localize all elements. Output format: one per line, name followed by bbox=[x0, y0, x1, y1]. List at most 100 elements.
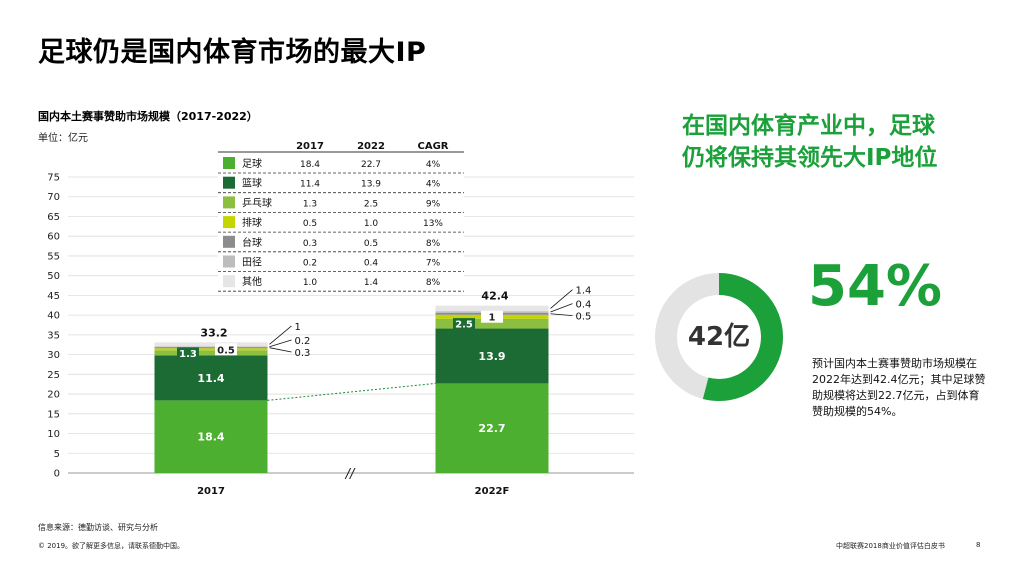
callout-line bbox=[269, 339, 292, 348]
legend-value: 8% bbox=[426, 278, 441, 288]
bar-segment bbox=[435, 305, 549, 312]
legend-header: CAGR bbox=[418, 141, 449, 152]
y-tick-label: 45 bbox=[47, 291, 60, 302]
legend-header: 2017 bbox=[296, 141, 324, 152]
legend-swatch bbox=[223, 157, 235, 169]
legend-swatch bbox=[223, 255, 235, 268]
legend-series-name: 足球 bbox=[242, 157, 262, 170]
legend-value: 13% bbox=[423, 219, 443, 229]
callout-label: 1 bbox=[295, 322, 301, 333]
legend-series-name: 排球 bbox=[242, 216, 262, 229]
legend-value: 0.5 bbox=[303, 219, 317, 229]
data-label: 1.3 bbox=[179, 349, 197, 360]
data-label: 18.4 bbox=[197, 431, 224, 444]
legend-value: 0.3 bbox=[303, 239, 317, 249]
y-tick-label: 0 bbox=[54, 469, 60, 480]
legend-value: 13.9 bbox=[361, 180, 381, 190]
y-tick-label: 70 bbox=[47, 192, 60, 203]
total-label: 42.4 bbox=[481, 290, 508, 303]
bar-segment bbox=[154, 346, 268, 348]
legend-value: 1.0 bbox=[364, 219, 379, 229]
trend-line bbox=[267, 382, 436, 401]
legend-value: 18.4 bbox=[300, 160, 320, 170]
page-title: 足球仍是国内体育市场的最大IP bbox=[38, 37, 427, 68]
legend-swatch bbox=[223, 235, 235, 248]
callout-line bbox=[550, 303, 573, 313]
data-label: 13.9 bbox=[478, 350, 505, 363]
legend-swatch bbox=[223, 216, 235, 229]
donut-center-label: 42亿 bbox=[687, 322, 751, 352]
x-tick-label: 2017 bbox=[197, 486, 225, 497]
data-label-bg bbox=[481, 310, 503, 323]
stacked-bar-chart: 05101520253035404550556065707518.411.41.… bbox=[47, 141, 634, 497]
legend-swatch bbox=[223, 176, 235, 189]
axis-break: // bbox=[345, 467, 356, 482]
y-tick-label: 50 bbox=[47, 271, 60, 282]
y-tick-label: 20 bbox=[47, 390, 60, 401]
bar-segment bbox=[154, 350, 268, 356]
legend-swatch bbox=[223, 196, 235, 209]
callout-line bbox=[269, 347, 292, 353]
copyright-note: © 2019。欲了解更多信息，请联系德勤中国。 bbox=[38, 542, 185, 550]
legend-value: 8% bbox=[426, 239, 441, 249]
legend-value: 4% bbox=[426, 160, 441, 170]
callout-label: 1.4 bbox=[576, 286, 592, 297]
data-label-bg bbox=[215, 343, 237, 356]
legend-value: 11.4 bbox=[300, 180, 320, 190]
data-label-bg bbox=[453, 318, 475, 330]
y-tick-label: 15 bbox=[47, 409, 60, 420]
y-tick-label: 10 bbox=[47, 429, 60, 440]
bar-segment bbox=[154, 342, 268, 347]
legend-series-name: 乒乓球 bbox=[242, 196, 272, 209]
chart-title: 国内本土赛事赞助市场规模（2017-2022） bbox=[38, 110, 258, 123]
bar-segment bbox=[154, 355, 268, 401]
callout-line bbox=[269, 325, 292, 345]
legend-value: 4% bbox=[426, 180, 441, 190]
highlight-percent: 54% bbox=[808, 254, 943, 319]
y-tick-label: 5 bbox=[54, 449, 60, 460]
legend-series-name: 其他 bbox=[242, 275, 262, 288]
callout-label: 0.2 bbox=[295, 336, 311, 347]
legend-series-name: 台球 bbox=[242, 236, 262, 249]
legend-value: 7% bbox=[426, 259, 441, 269]
bar-segment bbox=[154, 347, 268, 349]
legend-table-bg bbox=[218, 152, 464, 290]
legend-value: 0.4 bbox=[364, 259, 379, 269]
headline: 在国内体育产业中，足球 仍将保持其领先大IP地位 bbox=[682, 110, 982, 174]
bar-segment bbox=[435, 318, 549, 329]
y-tick-label: 55 bbox=[47, 251, 60, 262]
y-tick-label: 60 bbox=[47, 232, 60, 243]
data-label: 0.5 bbox=[217, 345, 235, 356]
data-label: 1 bbox=[489, 313, 496, 324]
legend-series-name: 田径 bbox=[242, 256, 262, 269]
callout-line bbox=[550, 313, 573, 317]
x-tick-label: 2022F bbox=[475, 486, 510, 497]
donut-chart bbox=[655, 273, 783, 401]
y-tick-label: 65 bbox=[47, 212, 60, 223]
legend-value: 1.4 bbox=[364, 278, 379, 288]
y-tick-label: 25 bbox=[47, 370, 60, 381]
legend-value: 2.5 bbox=[364, 199, 378, 209]
headline-line-2: 仍将保持其领先大IP地位 bbox=[682, 145, 938, 171]
y-tick-label: 75 bbox=[47, 173, 60, 184]
donut-value-arc bbox=[655, 273, 783, 401]
data-label-bg bbox=[177, 347, 199, 359]
bar-segment bbox=[154, 348, 268, 351]
callout-line bbox=[550, 289, 573, 309]
legend-value: 0.5 bbox=[364, 239, 378, 249]
callout-label: 0.5 bbox=[576, 312, 592, 323]
headline-line-1: 在国内体育产业中，足球 bbox=[682, 113, 935, 139]
legend-value: 9% bbox=[426, 199, 441, 209]
y-tick-label: 35 bbox=[47, 330, 60, 341]
legend-value: 1.0 bbox=[303, 278, 318, 288]
highlight-description: 预计国内本土赛事赞助市场规模在2022年达到42.4亿元；其中足球赞助规模将达到… bbox=[812, 357, 986, 418]
y-tick-label: 40 bbox=[47, 311, 60, 322]
callout-label: 0.3 bbox=[295, 348, 311, 359]
chart-unit-label: 单位：亿元 bbox=[38, 133, 88, 144]
total-label: 33.2 bbox=[200, 326, 227, 339]
legend-header: 2022 bbox=[357, 141, 385, 152]
callout-label: 0.4 bbox=[576, 300, 592, 311]
bar-segment bbox=[154, 400, 268, 473]
legend-series-name: 篮球 bbox=[242, 177, 262, 190]
legend-value: 22.7 bbox=[361, 160, 381, 170]
